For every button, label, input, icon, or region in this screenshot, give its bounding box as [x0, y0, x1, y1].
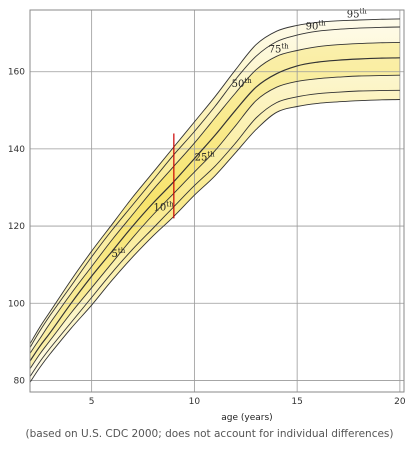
- percentile-label-suffix: th: [118, 247, 126, 255]
- percentile-label-suffix: th: [207, 150, 215, 158]
- percentile-line-75: [29, 41, 400, 354]
- percentile-label-suffix: th: [281, 42, 289, 50]
- percentile-label-number: 25: [195, 152, 208, 163]
- percentile-label-10: 10th: [154, 201, 175, 214]
- percentile-line-50: [29, 57, 400, 362]
- x-tick-label: 20: [394, 397, 406, 407]
- y-tick-label: 120: [8, 222, 25, 232]
- percentile-label-number: 95: [347, 10, 360, 21]
- percentile-label-suffix: th: [244, 77, 252, 85]
- y-tick-label: 100: [8, 299, 25, 309]
- percentile-label-suffix: th: [166, 201, 174, 209]
- tick-labels-layer: 80 100 120 140 160 5 10 15 20: [8, 68, 406, 407]
- percentile-lines-layer: [29, 18, 400, 383]
- percentile-label-number: 75: [269, 44, 282, 55]
- percentile-label-suffix: th: [318, 19, 326, 27]
- x-tick-label: 15: [291, 397, 302, 407]
- percentile-label-90: 90th: [306, 19, 327, 32]
- percentile-label-50: 50th: [232, 77, 253, 90]
- percentile-line-5: [29, 99, 400, 383]
- x-axis-label: age (years): [221, 413, 272, 423]
- plot-frame-layer: [29, 9, 405, 393]
- source-caption: (based on U.S. CDC 2000; does not accoun…: [25, 428, 394, 440]
- y-tick-label: 80: [14, 376, 26, 386]
- percentile-band-layer: [30, 10, 404, 392]
- percentile-label-25: 25th: [195, 150, 216, 163]
- y-tick-label: 140: [8, 145, 25, 155]
- percentile-label-number: 10: [154, 203, 167, 214]
- x-tick-label: 5: [89, 397, 95, 407]
- percentile-line-90: [29, 26, 400, 348]
- percentile-line-95: [29, 18, 400, 345]
- percentile-label-75: 75th: [269, 42, 290, 55]
- percentile-label-suffix: th: [359, 8, 367, 16]
- percentile-label-number: 5: [112, 249, 118, 260]
- inner-percentile-band: [30, 42, 400, 369]
- percentile-line-25: [29, 74, 400, 370]
- percentile-label-5: 5th: [112, 247, 126, 260]
- y-tick-label: 160: [8, 68, 25, 78]
- percentile-label-95: 95th: [347, 8, 368, 21]
- percentile-line-10: [29, 89, 400, 377]
- percentile-label-number: 90: [306, 21, 319, 32]
- percentile-label-number: 50: [232, 79, 245, 90]
- outer-percentile-band: [30, 18, 400, 383]
- plot-frame: [29, 9, 405, 393]
- x-tick-label: 10: [189, 397, 201, 407]
